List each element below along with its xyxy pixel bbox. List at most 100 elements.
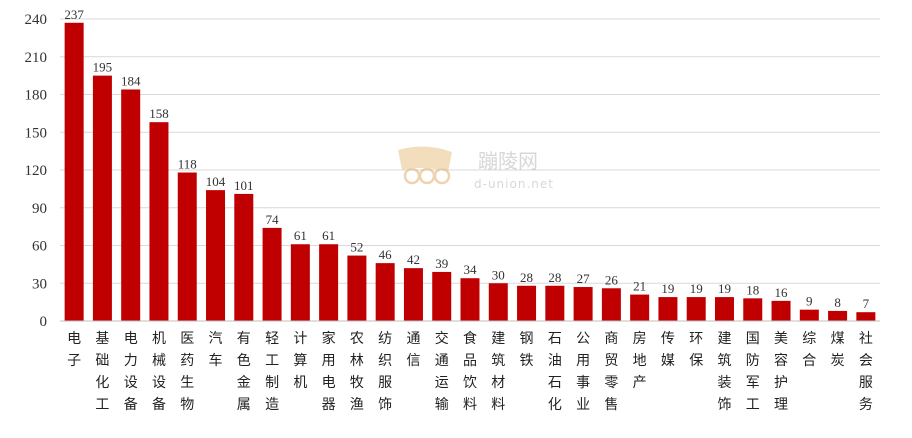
data-label: 42 — [407, 252, 420, 267]
category-label: 建筑材料 — [491, 331, 505, 413]
y-tick-label: 150 — [25, 125, 48, 141]
category-label: 汽车 — [209, 331, 223, 369]
category-label: 煤炭 — [831, 331, 845, 369]
category-label: 建筑装饰 — [717, 331, 731, 413]
bar — [403, 268, 423, 321]
data-label: 21 — [633, 279, 646, 294]
category-label: 纺织服饰 — [378, 331, 392, 413]
watermark-name: 蹦陵网 — [478, 149, 538, 173]
data-label: 74 — [266, 212, 280, 227]
y-axis-tick-labels: 0 30 60 90 120 150 180 210 240 — [25, 12, 48, 330]
y-tick-label: 90 — [32, 201, 47, 217]
bar — [828, 310, 848, 321]
data-label: 237 — [64, 7, 84, 22]
category-label: 公用事业 — [576, 331, 590, 413]
y-tick-label: 60 — [32, 239, 47, 255]
bar — [64, 22, 84, 322]
bar — [177, 172, 197, 321]
category-label: 环保 — [689, 331, 703, 369]
category-label: 轻工制造 — [265, 331, 279, 413]
data-label: 101 — [234, 178, 254, 193]
bar — [121, 89, 141, 321]
category-label: 基础化工 — [95, 330, 109, 413]
y-tick-label: 210 — [25, 50, 48, 66]
category-label: 机械设备 — [152, 331, 166, 413]
bar — [262, 227, 282, 321]
data-label: 61 — [322, 228, 335, 243]
bar — [799, 309, 819, 321]
data-label: 27 — [577, 271, 591, 286]
data-label: 52 — [350, 240, 363, 255]
bar — [290, 244, 310, 321]
bar — [92, 75, 112, 321]
category-label: 钢铁 — [520, 331, 534, 369]
data-label: 7 — [863, 296, 870, 311]
data-label: 195 — [93, 60, 113, 75]
bar — [630, 294, 650, 321]
category-label: 石油石化 — [548, 331, 562, 413]
y-tick-label: 180 — [25, 88, 48, 104]
y-tick-label: 30 — [32, 276, 47, 292]
bar — [432, 271, 452, 321]
data-label: 104 — [206, 174, 226, 189]
bar — [743, 298, 763, 321]
data-label: 39 — [435, 256, 448, 271]
bar — [375, 263, 395, 321]
bar — [460, 278, 480, 321]
bar — [545, 285, 565, 321]
bar — [149, 122, 169, 321]
data-label: 30 — [492, 267, 505, 282]
category-label: 社会服务 — [859, 331, 873, 413]
data-label: 16 — [775, 285, 789, 300]
category-label: 食品饮料 — [463, 330, 477, 413]
data-label: 19 — [661, 281, 674, 296]
bar — [658, 297, 678, 321]
bars — [64, 22, 876, 322]
category-label: 电子 — [67, 331, 81, 369]
data-label: 184 — [121, 73, 141, 88]
data-label: 158 — [149, 106, 169, 121]
bar — [856, 312, 876, 321]
bar — [573, 287, 593, 321]
category-label: 商贸零售 — [604, 331, 618, 413]
bar — [206, 190, 226, 321]
category-label: 电力设备 — [124, 331, 138, 413]
category-label: 计算机 — [293, 331, 307, 391]
data-label: 28 — [520, 270, 533, 285]
bar — [517, 285, 537, 321]
category-label: 国防军工 — [746, 331, 760, 413]
y-tick-label: 240 — [25, 12, 48, 28]
bar — [686, 297, 706, 321]
data-label: 46 — [379, 247, 393, 262]
watermark-logo-icon — [398, 146, 452, 185]
category-label: 美容护理 — [774, 331, 788, 413]
bar — [488, 283, 508, 321]
data-label: 9 — [806, 294, 813, 309]
bar — [347, 255, 367, 321]
category-label: 家用电器 — [322, 330, 336, 413]
data-label: 19 — [718, 281, 731, 296]
category-label: 医药生物 — [180, 331, 194, 413]
data-label: 28 — [548, 270, 561, 285]
category-label: 传媒 — [661, 331, 675, 369]
data-label: 118 — [178, 157, 197, 172]
category-label: 通信 — [406, 331, 420, 369]
data-label: 26 — [605, 272, 619, 287]
watermark: 蹦陵网 d-union.net — [398, 146, 553, 191]
data-label: 8 — [834, 295, 841, 310]
bar — [771, 300, 791, 321]
bar — [319, 244, 339, 321]
data-label: 34 — [464, 262, 478, 277]
data-label: 19 — [690, 281, 703, 296]
category-label: 交通运输 — [435, 330, 449, 413]
bar — [714, 297, 734, 321]
category-label: 房地产 — [633, 331, 647, 391]
data-label: 18 — [746, 282, 759, 297]
bar — [234, 193, 254, 321]
y-tick-label: 0 — [40, 314, 48, 330]
data-labels: 237 195 184 158 118 104 101 74 61 61 52 46 42 39 34 30 2… — [64, 7, 869, 311]
category-label: 综合 — [802, 331, 816, 369]
y-tick-label: 120 — [25, 163, 48, 179]
